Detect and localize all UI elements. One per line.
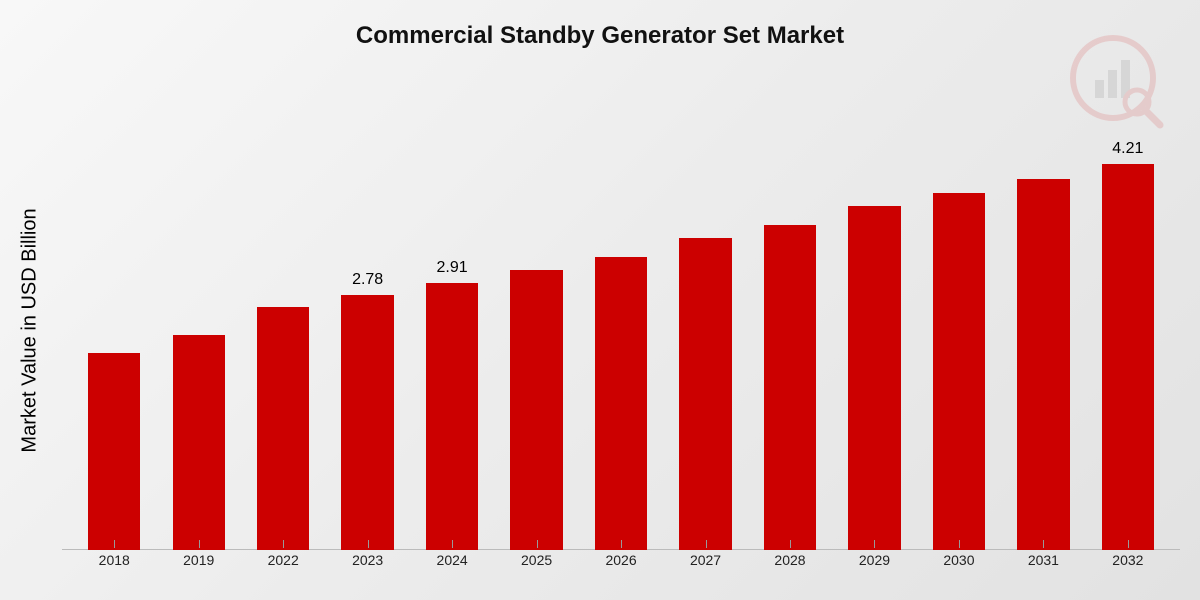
bar [848,206,900,550]
bar [426,283,478,550]
x-tick: 2019 [156,550,240,580]
bar-slot [494,110,578,550]
x-tick: 2029 [832,550,916,580]
x-tick: 2025 [494,550,578,580]
x-axis: 2018 2019 2022 2023 2024 2025 2026 2027 2028 2029… [62,550,1180,580]
plot-area: 2.78 2.91 4.21 [62,110,1180,550]
x-tick-label: 2032 [1112,552,1143,568]
bar-value-label: 2.78 [352,271,383,289]
bar [88,353,140,550]
x-tick-label: 2027 [690,552,721,568]
chart-title: Commercial Standby Generator Set Market [0,22,1200,50]
x-tick-label: 2031 [1028,552,1059,568]
x-tick-label: 2022 [268,552,299,568]
bar-slot [832,110,916,550]
bar-slot [1001,110,1085,550]
bar [173,335,225,550]
bar [679,238,731,550]
x-tick: 2026 [579,550,663,580]
bar-slot [663,110,747,550]
x-tick: 2023 [325,550,409,580]
x-tick: 2028 [748,550,832,580]
bar [510,270,562,550]
x-tick: 2018 [72,550,156,580]
bar [1102,164,1154,550]
bar [933,193,985,551]
bar-slot [917,110,1001,550]
bar [595,257,647,550]
bar-slot: 4.21 [1086,110,1170,550]
bar [257,307,309,550]
bar [764,225,816,550]
x-tick: 2031 [1001,550,1085,580]
bar-value-label: 4.21 [1112,140,1143,158]
x-tick-label: 2023 [352,552,383,568]
x-tick-label: 2028 [774,552,805,568]
x-tick: 2022 [241,550,325,580]
x-tick-label: 2018 [99,552,130,568]
x-tick: 2032 [1086,550,1170,580]
x-tick-label: 2025 [521,552,552,568]
bar-slot [72,110,156,550]
x-tick-label: 2024 [437,552,468,568]
bars-container: 2.78 2.91 4.21 [62,110,1180,550]
x-tick-label: 2029 [859,552,890,568]
bar [341,295,393,550]
bar [1017,179,1069,550]
x-tick-label: 2026 [605,552,636,568]
x-tick: 2024 [410,550,494,580]
x-tick: 2030 [917,550,1001,580]
x-tick-label: 2019 [183,552,214,568]
x-tick: 2027 [663,550,747,580]
x-tick-label: 2030 [943,552,974,568]
bar-value-label: 2.91 [437,259,468,277]
bar-slot [748,110,832,550]
bar-slot: 2.78 [325,110,409,550]
bar-slot [579,110,663,550]
y-axis-label: Market Value in USD Billion [19,208,42,452]
bar-slot: 2.91 [410,110,494,550]
bar-slot [156,110,240,550]
bar-slot [241,110,325,550]
y-axis-label-container: Market Value in USD Billion [18,120,42,540]
